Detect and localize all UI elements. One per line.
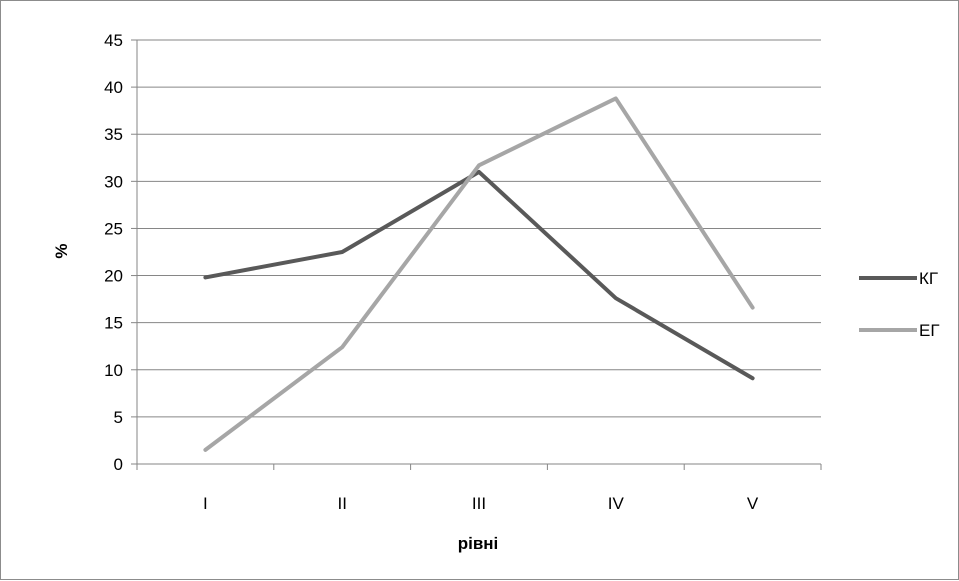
x-tick-labels: IIIIIIIVV bbox=[203, 494, 759, 513]
legend-label: ЕГ bbox=[919, 321, 940, 340]
y-tick-label: 0 bbox=[114, 455, 123, 474]
x-tick-label: II bbox=[337, 494, 346, 513]
y-tick-label: 25 bbox=[104, 219, 123, 238]
series-lines bbox=[205, 98, 752, 449]
x-tick-label: I bbox=[203, 494, 208, 513]
legend-label: КГ bbox=[919, 269, 938, 288]
series-line-2 bbox=[205, 98, 752, 449]
legend: КГ ЕГ bbox=[859, 269, 940, 340]
x-tick-label: V bbox=[747, 494, 759, 513]
y-axis-title: % bbox=[52, 243, 71, 258]
x-tick-label: III bbox=[472, 494, 486, 513]
y-tick-label: 5 bbox=[114, 408, 123, 427]
y-tick-label: 15 bbox=[104, 314, 123, 333]
y-tick-label: 40 bbox=[104, 78, 123, 97]
y-tick-label: 45 bbox=[104, 31, 123, 50]
y-tick-label: 10 bbox=[104, 361, 123, 380]
x-tick-label: IV bbox=[608, 494, 625, 513]
y-tick-labels: 0 5 10 15 20 25 30 35 40 45 bbox=[104, 31, 123, 474]
y-tick-label: 35 bbox=[104, 125, 123, 144]
y-tick-label: 20 bbox=[104, 267, 123, 286]
x-axis-title: рівні bbox=[458, 534, 499, 553]
y-tick-label: 30 bbox=[104, 172, 123, 191]
